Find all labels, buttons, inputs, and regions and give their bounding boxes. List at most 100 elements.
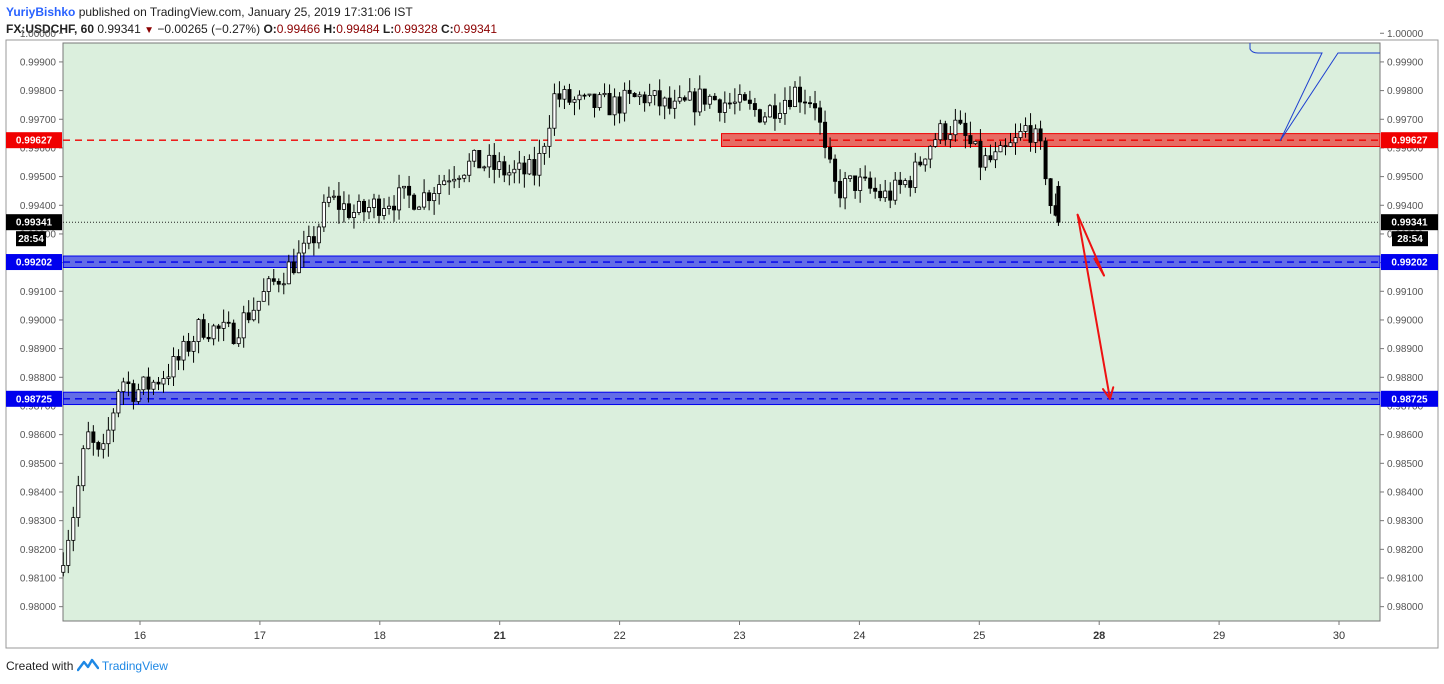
tradingview-brand[interactable]: TradingView: [101, 659, 168, 673]
candle: [467, 153, 472, 183]
candle: [787, 86, 792, 110]
y-tick-label-left: 0.98600: [20, 430, 57, 441]
low-value: 0.99328: [394, 22, 438, 36]
candle-body-up: [893, 179, 898, 201]
candle: [281, 272, 286, 295]
candle-body-up: [843, 178, 848, 199]
candle: [928, 145, 933, 169]
candle-body-down: [968, 135, 973, 145]
candle: [326, 186, 331, 208]
candle: [1038, 120, 1043, 150]
last-price-label-right-bg: [1381, 214, 1438, 231]
candle-body-up: [577, 94, 582, 101]
y-tick-label-left: 0.99000: [20, 315, 57, 326]
candle: [1023, 117, 1028, 138]
y-tick-label-right: 0.99100: [1387, 287, 1424, 298]
candle: [141, 376, 146, 395]
x-tick-label: 18: [374, 630, 386, 642]
y-tick-label-right: 0.98900: [1387, 344, 1424, 355]
publish-info: YuriyBishko published on TradingView.com…: [6, 5, 413, 19]
candle: [958, 110, 963, 125]
candle: [382, 198, 387, 220]
candle: [697, 75, 702, 116]
candle-body-up: [402, 185, 407, 189]
candle: [903, 178, 908, 188]
candle-body-down: [592, 93, 597, 108]
candle: [231, 319, 236, 345]
candle-body-up: [547, 127, 552, 147]
candle-body-down: [532, 159, 537, 176]
candle-body-up: [562, 89, 567, 100]
candle-body-down: [808, 102, 813, 105]
support-2-label-left: 0.98725: [16, 394, 53, 405]
y-tick-label-left: 0.98500: [20, 459, 57, 470]
symbol-label[interactable]: FX:USDCHF, 60: [6, 22, 95, 36]
candle: [898, 171, 903, 194]
tradingview-logo-icon: [76, 658, 102, 673]
candle-body-up: [1033, 128, 1038, 143]
projection-segment: [1076, 213, 1111, 400]
candle: [392, 195, 397, 222]
candle: [988, 144, 993, 163]
candle-body-up: [76, 485, 81, 518]
candle: [111, 408, 116, 443]
candle: [472, 149, 477, 168]
resistance-label-right: 0.99627: [1391, 136, 1428, 147]
candle-body-up: [351, 212, 356, 218]
candle: [196, 318, 201, 354]
author-link[interactable]: YuriyBishko: [6, 5, 76, 19]
candle-body-down: [627, 89, 632, 94]
countdown-right-bg: [1392, 231, 1428, 247]
candle: [562, 85, 567, 110]
candle: [742, 92, 747, 102]
y-tick-label-right: 0.98600: [1387, 430, 1424, 441]
candle: [171, 347, 176, 387]
projection-segment: [1076, 213, 1105, 277]
candle: [582, 93, 587, 100]
candle: [662, 96, 667, 120]
candle: [642, 91, 647, 112]
candle-body-up: [792, 86, 797, 108]
candle: [397, 174, 402, 220]
candle: [893, 172, 898, 205]
y-tick-label-left: 0.98700: [20, 401, 57, 412]
candle-body-up: [622, 89, 627, 114]
candle-body-down: [126, 381, 131, 385]
candle: [918, 156, 923, 167]
candle: [838, 169, 843, 208]
callout-outline: [1249, 43, 1380, 142]
candle-body-up: [848, 175, 853, 180]
candle-body-up: [452, 178, 457, 182]
candle-body-down: [206, 336, 211, 340]
candle: [487, 144, 492, 178]
candles: [61, 75, 1061, 577]
candle-body-up: [141, 376, 146, 391]
candle: [136, 383, 141, 405]
candle-body-up: [647, 95, 652, 104]
candle-body-up: [462, 174, 467, 179]
candle-body-down: [742, 94, 747, 101]
candle: [547, 115, 552, 158]
candle: [512, 160, 517, 184]
candle: [537, 139, 542, 187]
candle: [1043, 137, 1048, 186]
y-tick-label-left: 0.98000: [20, 602, 57, 613]
candle: [622, 82, 627, 122]
support-1-label-left: 0.99202: [16, 258, 53, 269]
candle: [908, 175, 913, 197]
candle-body-down: [833, 158, 838, 182]
candle: [858, 168, 863, 203]
candle-body-down: [692, 91, 697, 113]
candle-body-up: [983, 155, 988, 168]
candle-body-up: [993, 151, 998, 161]
candle: [366, 199, 371, 220]
candle: [131, 379, 136, 410]
candle-body-up: [86, 431, 91, 450]
candle: [517, 150, 522, 184]
candle-body-up: [171, 356, 176, 378]
candle-body-up: [587, 93, 592, 96]
candle: [687, 78, 692, 101]
candle: [772, 93, 777, 131]
y-tick-label-left: 0.98100: [20, 573, 57, 584]
